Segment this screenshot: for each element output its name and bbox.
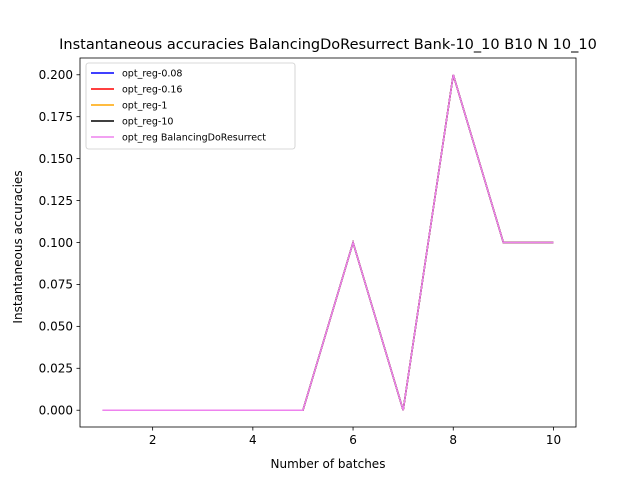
legend-label: opt_reg-1 bbox=[122, 101, 167, 112]
y-tick-label: 0.100 bbox=[39, 236, 73, 250]
legend-label: opt_reg BalancingDoResurrect bbox=[122, 133, 266, 144]
chart-title: Instantaneous accuracies BalancingDoResu… bbox=[59, 37, 597, 53]
x-tick-label: 10 bbox=[546, 433, 561, 447]
y-tick-label: 0.000 bbox=[39, 404, 73, 418]
y-tick-label: 0.125 bbox=[39, 194, 73, 208]
y-tick-label: 0.150 bbox=[39, 152, 73, 166]
x-tick-label: 2 bbox=[149, 433, 157, 447]
x-tick-label: 4 bbox=[249, 433, 257, 447]
y-tick-label: 0.075 bbox=[39, 278, 73, 292]
x-tick-label: 6 bbox=[349, 433, 357, 447]
y-tick-label: 0.175 bbox=[39, 110, 73, 124]
legend: opt_reg-0.08 opt_reg-0.16 opt_reg-1 opt_reg… bbox=[85, 62, 296, 150]
y-axis-label: Instantaneous accuracies bbox=[11, 170, 25, 323]
plot-marks bbox=[102, 74, 554, 411]
y-tick-label: 0.025 bbox=[39, 362, 73, 376]
legend-label: opt_reg-0.08 bbox=[122, 69, 182, 80]
series-line-4 bbox=[102, 74, 554, 411]
axes: 2 4 6 8 10 0.000 0.025 0.050 0.075 0.100 0.125 0.15… bbox=[39, 57, 577, 447]
y-tick-label: 0.200 bbox=[39, 68, 73, 82]
y-tick-label: 0.050 bbox=[39, 320, 73, 334]
legend-box bbox=[85, 62, 296, 150]
x-axis-label: Number of batches bbox=[271, 457, 386, 471]
legend-label: opt_reg-10 bbox=[122, 117, 173, 128]
legend-label: opt_reg-0.16 bbox=[122, 85, 182, 96]
x-tick-label: 8 bbox=[449, 433, 457, 447]
